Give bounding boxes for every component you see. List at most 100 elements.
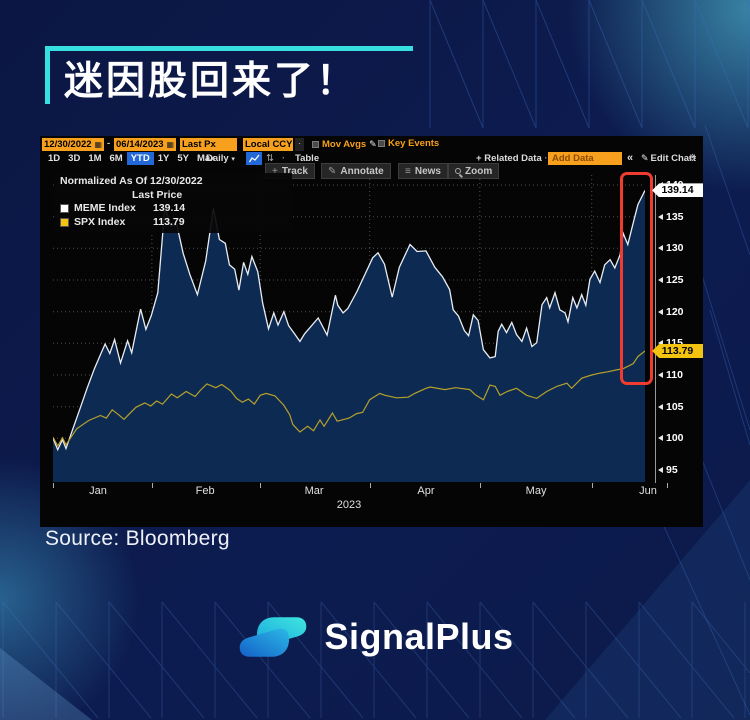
line-chart-icon[interactable] xyxy=(246,152,262,165)
x-axis-label-apr: Apr xyxy=(417,485,435,497)
tick-arrow-icon xyxy=(658,403,663,410)
brand-footer: SignalPlus xyxy=(0,605,750,669)
highlight-box xyxy=(620,172,653,385)
end-date-field[interactable]: 06/14/2023 ▦ xyxy=(114,138,176,151)
source-caption: Source: Bloomberg xyxy=(45,527,230,550)
legend-normalized-note: Normalized As Of 12/30/2022 xyxy=(60,175,203,187)
legend-series-value: 139.14 xyxy=(153,202,186,214)
chart-plot-area[interactable] xyxy=(53,172,653,482)
y-axis-tick: 110 xyxy=(658,369,683,381)
y-axis-tick-label: 120 xyxy=(666,305,684,318)
tick-arrow-icon xyxy=(658,340,663,347)
x-axis-label-jun: Jun xyxy=(639,485,657,497)
news-lines-icon: ≡ xyxy=(405,165,411,177)
tick-arrow-icon xyxy=(658,435,663,442)
y-axis-tick: 120 xyxy=(658,306,684,318)
checkbox-icon[interactable] xyxy=(312,141,319,148)
range-button-3d[interactable]: 3D xyxy=(68,153,81,164)
price-tag: 139.14 xyxy=(652,183,703,198)
legend-last-price-header: Last Price xyxy=(132,188,183,201)
tick-arrow-icon xyxy=(658,277,663,283)
annotate-label: Annotate xyxy=(340,165,384,177)
tick-arrow-icon xyxy=(658,308,663,315)
x-axis-tick xyxy=(667,483,669,488)
y-axis-tick: 130 xyxy=(658,242,684,254)
range-button-6m[interactable]: 6M xyxy=(109,153,123,164)
range-button-max[interactable]: Max xyxy=(196,153,216,164)
sort-icon[interactable]: ⇅ xyxy=(266,153,274,164)
zoom-button[interactable]: Zoom xyxy=(448,163,500,179)
magnifier-icon xyxy=(455,168,461,174)
spx-index-line xyxy=(53,350,645,448)
currency-select[interactable]: Local CCY xyxy=(243,138,293,151)
x-axis-year-label: 2023 xyxy=(336,499,362,511)
y-axis: 95100105110115120125130135140 xyxy=(655,175,703,483)
range-button-1y[interactable]: 1Y xyxy=(157,153,170,164)
mov-avgs-toggle[interactable]: Mov Avgs ✎ xyxy=(312,138,377,151)
date-range-separator: - xyxy=(107,138,111,149)
brand-name: SignalPlus xyxy=(324,616,514,657)
y-axis-tick-label: 105 xyxy=(666,400,684,413)
related-data-button[interactable]: + Related Data · xyxy=(476,152,548,165)
pencil-icon: ✎ xyxy=(641,153,649,163)
table-button[interactable]: Table xyxy=(295,153,320,164)
end-date-value: 06/14/2023 xyxy=(116,138,164,150)
mov-avgs-label: Mov Avgs xyxy=(322,139,367,150)
y-axis-tick-label: 135 xyxy=(666,210,684,223)
x-axis-tick xyxy=(260,483,262,488)
track-label: Track xyxy=(281,165,308,177)
chart-legend: Normalized As Of 12/30/2022 Last Price M… xyxy=(54,173,292,233)
y-axis-tick: 100 xyxy=(658,432,684,444)
legend-series-name: MEME Index xyxy=(74,202,136,214)
y-axis-tick-label: 100 xyxy=(666,432,684,445)
annotate-button[interactable]: ✎ Annotate xyxy=(321,163,391,179)
x-axis-tick xyxy=(591,483,593,488)
legend-series-name: SPX Index xyxy=(74,215,126,228)
title-accent-left-bar xyxy=(45,46,50,104)
track-cross-icon: + xyxy=(272,165,278,177)
gear-icon[interactable]: ⚙ xyxy=(688,153,697,164)
y-axis-tick: 135 xyxy=(658,211,684,223)
zoom-label: Zoom xyxy=(465,165,493,177)
signalplus-logo-icon xyxy=(240,617,307,657)
legend-items: MEME Index 139.14 SPX Index 113.79 xyxy=(60,202,286,229)
toolbar-dot-icon[interactable]: · xyxy=(282,153,286,164)
start-date-field[interactable]: 12/30/2022 ▦ xyxy=(42,138,104,151)
start-date-value: 12/30/2022 xyxy=(44,138,92,150)
x-axis-tick xyxy=(151,483,153,488)
news-button[interactable]: ≡ News xyxy=(398,163,448,179)
range-buttons: 1D 3D 1M 6M YTD 1Y 5Y Max xyxy=(44,152,219,165)
range-button-ytd[interactable]: YTD xyxy=(126,152,154,165)
checkbox-icon[interactable] xyxy=(378,140,385,147)
title-accent-top-bar xyxy=(45,46,413,51)
range-button-1d[interactable]: 1D xyxy=(48,153,61,164)
collapse-icon[interactable]: « xyxy=(627,152,634,164)
y-axis-tick: 105 xyxy=(658,401,684,413)
calendar-icon[interactable]: ▦ xyxy=(94,139,102,149)
x-axis-labels: Jan Feb Mar Apr May Jun xyxy=(53,485,693,499)
key-events-label: Key Events xyxy=(388,138,440,149)
frequency-select[interactable]: Daily ▾ xyxy=(206,152,235,165)
add-data-input[interactable]: Add Data xyxy=(548,152,622,165)
key-events-toggle[interactable]: Key Events xyxy=(378,138,439,151)
pencil-icon[interactable]: ✎ xyxy=(369,139,377,149)
tick-arrow-icon xyxy=(658,467,663,473)
y-axis-tick-label: 95 xyxy=(666,464,678,476)
currency-dropdown-icon[interactable]: · xyxy=(295,138,305,151)
y-axis-tick: 125 xyxy=(658,274,684,286)
legend-item: SPX Index 113.79 xyxy=(60,216,286,230)
tick-arrow-icon xyxy=(658,213,663,220)
price-chart-svg xyxy=(53,175,645,482)
tick-arrow-icon xyxy=(658,372,663,378)
calendar-icon[interactable]: ▦ xyxy=(166,139,174,149)
x-axis-tick xyxy=(369,483,371,488)
related-data-label: Related Data xyxy=(484,153,542,164)
chevron-down-icon: ▾ xyxy=(231,156,235,163)
range-button-5y[interactable]: 5Y xyxy=(177,153,189,164)
y-axis-tick: 95 xyxy=(658,464,678,476)
price-field-select[interactable]: Last Px xyxy=(180,138,237,151)
y-axis-tick-label: 130 xyxy=(666,242,684,255)
x-axis-label-mar: Mar xyxy=(304,485,324,497)
range-button-1m[interactable]: 1M xyxy=(88,153,102,164)
